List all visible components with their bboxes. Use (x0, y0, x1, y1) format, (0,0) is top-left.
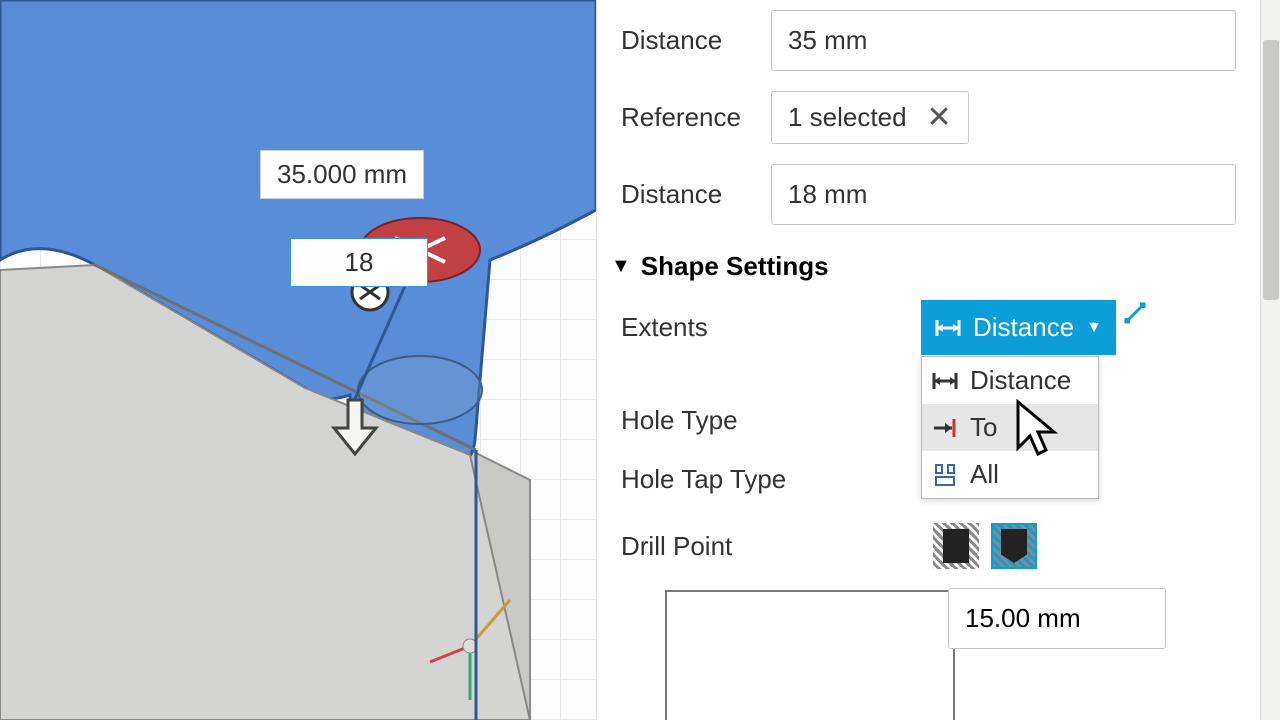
input-distance-2[interactable] (771, 164, 1236, 225)
row-reference: Reference 1 selected ✕ (597, 81, 1260, 154)
distance-icon (935, 318, 961, 338)
extents-dropdown[interactable]: Distance ▼ Distance (921, 300, 1116, 355)
all-icon (932, 463, 958, 487)
extents-dropdown-button[interactable]: Distance ▼ (921, 300, 1116, 355)
distance-icon (932, 371, 958, 391)
dimension-input-18[interactable]: 18 (290, 238, 428, 287)
label-drill-point: Drill Point (621, 531, 921, 562)
input-distance-1[interactable] (771, 10, 1236, 71)
extents-dropdown-menu: Distance To All (921, 356, 1099, 499)
label-hole-tap-type: Hole Tap Type (621, 464, 921, 495)
extents-option-to[interactable]: To (922, 404, 1098, 451)
dimension-label-35: 35.000 mm (260, 150, 424, 199)
row-distance-1: Distance (597, 0, 1260, 81)
reference-selector[interactable]: 1 selected ✕ (771, 91, 969, 144)
label-reference: Reference (621, 102, 771, 133)
row-distance-2: Distance (597, 154, 1260, 235)
extents-option-distance[interactable]: Distance (922, 357, 1098, 404)
option-label: Distance (970, 365, 1071, 396)
to-icon (932, 417, 958, 439)
option-label: To (970, 412, 997, 443)
scrollbar-thumb[interactable] (1263, 40, 1279, 300)
scrollbar[interactable] (1260, 0, 1280, 720)
shape-settings-header[interactable]: ▼ Shape Settings (597, 235, 1260, 290)
label-extents: Extents (621, 300, 921, 343)
drill-point-angled[interactable] (991, 523, 1037, 569)
extents-option-all[interactable]: All (922, 451, 1098, 498)
input-diameter[interactable] (948, 588, 1166, 649)
shape-settings-title: Shape Settings (641, 251, 829, 282)
chevron-down-icon: ▼ (1086, 319, 1102, 337)
collapse-icon: ▼ (611, 255, 631, 278)
part-render (0, 0, 596, 720)
hole-schematic (665, 590, 955, 720)
extents-selected-label: Distance (973, 312, 1074, 343)
drill-point-flat[interactable] (933, 523, 979, 569)
flip-direction-icon[interactable] (1122, 300, 1150, 335)
reference-value: 1 selected (788, 102, 907, 133)
label-distance-2: Distance (621, 179, 771, 210)
reference-clear-icon[interactable]: ✕ (927, 103, 952, 133)
label-distance-1: Distance (621, 25, 771, 56)
option-label: All (970, 459, 999, 490)
row-extents: Extents Distance ▼ (597, 290, 1260, 365)
row-drill-point: Drill Point (597, 509, 1260, 583)
viewport-3d[interactable]: 35.000 mm 18 (0, 0, 596, 720)
label-hole-type: Hole Type (621, 405, 921, 436)
